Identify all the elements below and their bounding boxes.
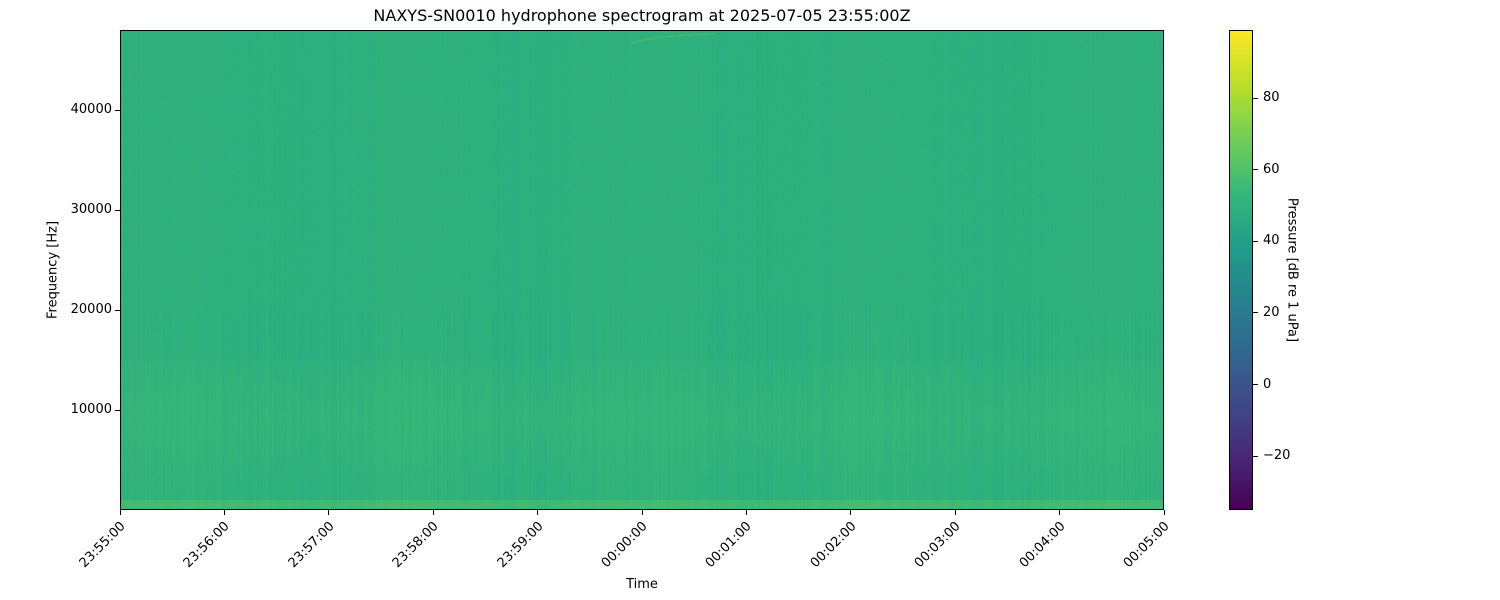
colorbar-tick	[1253, 97, 1258, 99]
x-tick-label: 23:58:00	[389, 519, 442, 571]
colorbar-tick	[1253, 455, 1258, 457]
x-tick	[1163, 510, 1165, 515]
colorbar-tick-label: 60	[1263, 161, 1280, 177]
x-tick-label: 23:59:00	[494, 519, 547, 571]
y-tick	[115, 109, 120, 111]
colorbar-tick	[1253, 384, 1258, 386]
y-axis-label: Frequency [Hz]	[45, 220, 61, 320]
x-tick	[745, 510, 747, 515]
y-tick-label: 10000	[70, 402, 112, 417]
colorbar-tick-label: −20	[1263, 448, 1291, 464]
y-tick-label: 30000	[70, 202, 112, 217]
y-tick-label: 40000	[70, 102, 112, 117]
x-axis-label: Time	[626, 577, 658, 592]
x-tick	[850, 510, 852, 515]
colorbar-tick	[1253, 240, 1258, 242]
x-tick-label: 00:01:00	[703, 519, 755, 571]
x-tick-label: 00:03:00	[911, 519, 964, 571]
x-tick	[119, 510, 121, 515]
spectrogram-plot-area	[120, 30, 1164, 510]
x-tick-label: 00:05:00	[1120, 519, 1173, 571]
x-tick-label: 00:04:00	[1016, 519, 1069, 571]
x-tick	[641, 510, 643, 515]
y-tick	[115, 409, 120, 411]
colorbar-tick-label: 40	[1263, 233, 1280, 249]
x-tick	[537, 510, 539, 515]
y-tick	[115, 309, 120, 311]
x-tick-label: 23:57:00	[285, 519, 338, 571]
colorbar-tick-label: 0	[1263, 376, 1272, 392]
colorbar-label: Pressure [dB re 1 uPa]	[1284, 197, 1300, 343]
x-tick-label: 00:00:00	[598, 519, 651, 571]
colorbar	[1229, 30, 1253, 510]
spectrogram-image	[121, 31, 1163, 509]
colorbar-tick	[1253, 312, 1258, 314]
x-tick	[223, 510, 225, 515]
colorbar-tick	[1253, 169, 1258, 171]
x-tick	[432, 510, 434, 515]
x-tick	[1059, 510, 1061, 515]
chart-title: NAXYS-SN0010 hydrophone spectrogram at 2…	[373, 6, 911, 25]
x-tick	[328, 510, 330, 515]
x-tick	[954, 510, 956, 515]
x-tick-label: 23:55:00	[76, 519, 129, 571]
y-tick-label: 20000	[70, 302, 112, 317]
colorbar-tick-label: 80	[1263, 90, 1280, 106]
colorbar-tick-label: 20	[1263, 304, 1280, 320]
x-tick-label: 00:02:00	[807, 519, 860, 571]
x-tick-label: 23:56:00	[181, 519, 233, 571]
y-tick	[115, 209, 120, 211]
